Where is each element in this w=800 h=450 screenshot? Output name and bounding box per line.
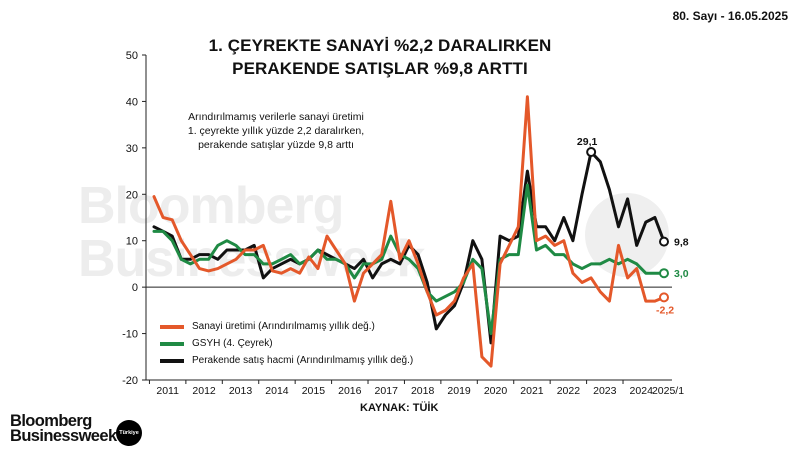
legend-label-gsyh: GSYH (4. Çeyrek)	[192, 338, 273, 349]
x-tick-label: 2011	[156, 385, 179, 397]
annotation-marker	[659, 268, 669, 279]
x-tick-label: 2018	[411, 385, 435, 397]
bloomberg-businessweek-logo: Bloomberg Businessweek	[10, 412, 117, 445]
y-tick-label: -20	[122, 375, 138, 387]
legend-swatch-gsyh	[160, 342, 184, 346]
annotation-label: -2,2	[656, 304, 674, 316]
annotation-marker	[659, 292, 669, 303]
title-line-2: PERAKENDE SATIŞLAR %9,8 ARTTI	[232, 59, 528, 78]
y-tick-label: 30	[126, 143, 138, 155]
series-line-sanayi	[152, 95, 666, 368]
chart-legend: Sanayi üretimi (Arındırılmamış yıllık de…	[160, 318, 413, 369]
series-line-perakende	[152, 150, 666, 345]
x-tick-label: 2012	[192, 385, 216, 397]
y-tick-label: 0	[132, 282, 138, 294]
x-tick-label: 2013	[229, 385, 253, 397]
legend-item-sanayi: Sanayi üretimi (Arındırılmamış yıllık de…	[160, 318, 413, 335]
legend-item-perakende: Perakende satış hacmi (Arındırılmamış yı…	[160, 352, 413, 369]
note-line-3: perakende satışlar yüzde 9,8 arttı	[198, 139, 354, 151]
x-tick-label: 2024	[630, 385, 654, 397]
x-tick-label: 2020	[484, 385, 508, 397]
annotation-label: 29,1	[577, 136, 598, 148]
x-tick-label: 2017	[375, 385, 399, 397]
annotation-marker	[659, 236, 669, 247]
logo-line-2: Businessweek	[10, 427, 117, 445]
y-tick-label: 50	[126, 50, 138, 62]
x-tick-label: 2016	[338, 385, 362, 397]
y-tick-label: 10	[126, 236, 138, 248]
logo-line-1: Bloomberg	[10, 412, 92, 430]
x-tick-label: 2025/1	[652, 385, 684, 397]
annotation-label: 9,8	[674, 237, 689, 249]
series-line-gsyh	[152, 183, 666, 336]
x-tick-label: 2022	[557, 385, 581, 397]
y-tick-label: -10	[122, 329, 138, 341]
x-tick-label: 2021	[520, 385, 544, 397]
turkiye-badge: Türkiye	[116, 420, 142, 446]
title-line-1: 1. ÇEYREKTE SANAYİ %2,2 DARALIRKEN	[208, 36, 552, 55]
x-tick-label: 2023	[593, 385, 617, 397]
annotation-marker	[586, 147, 597, 158]
source-label: KAYNAK: TÜİK	[360, 402, 439, 414]
chart-title: 1. ÇEYREKTE SANAYİ %2,2 DARALIRKEN PERAK…	[150, 34, 610, 80]
legend-label-sanayi: Sanayi üretimi (Arındırılmamış yıllık de…	[192, 321, 375, 332]
legend-swatch-perakende	[160, 359, 184, 363]
annotation-label: 3,0	[674, 268, 689, 280]
note-line-2: 1. çeyrekte yıllık yüzde 2,2 daralırken,	[187, 125, 365, 137]
legend-item-gsyh: GSYH (4. Çeyrek)	[160, 335, 413, 352]
x-tick-label: 2019	[447, 385, 471, 397]
x-tick-label: 2014	[265, 385, 289, 397]
y-tick-label: 20	[126, 189, 138, 201]
note-line-1: Arındırılmamış verilerle sanayi üretimi	[188, 111, 364, 123]
legend-label-perakende: Perakende satış hacmi (Arındırılmamış yı…	[192, 355, 414, 366]
issue-date: 80. Sayı - 16.05.2025	[672, 9, 788, 23]
y-tick-label: 40	[126, 96, 138, 108]
chart-note: Arındırılmamış verilerle sanayi üretimi …	[152, 110, 400, 152]
x-tick-label: 2015	[302, 385, 326, 397]
legend-swatch-sanayi	[160, 325, 184, 329]
